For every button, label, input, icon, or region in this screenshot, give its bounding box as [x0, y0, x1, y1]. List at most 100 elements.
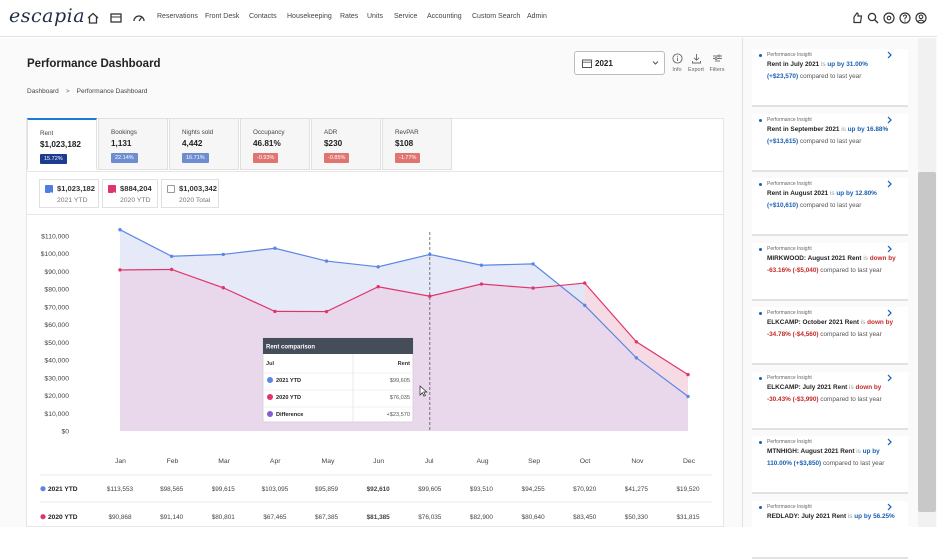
series-line-2020-ytd — [119, 268, 689, 376]
nav-item-accounting[interactable]: Accounting — [427, 13, 462, 20]
tooltip-row-dot — [267, 394, 273, 400]
tab-rent[interactable]: Rent $1,023,182 15.72% — [27, 118, 97, 170]
nav-item-units[interactable]: Units — [367, 13, 383, 20]
tab-adr[interactable]: ADR $230 -0.85% — [311, 118, 381, 170]
insight-card[interactable]: Performance Insight Rent in July 2021 is … — [752, 49, 908, 107]
nav-item-custom-search[interactable]: Custom Search — [472, 13, 521, 20]
tab-value: 46.81% — [253, 139, 281, 148]
thumbs-up-icon[interactable] — [850, 11, 864, 25]
tab-bookings[interactable]: Bookings 1,131 22.14% — [98, 118, 168, 170]
breadcrumb-current: Performance Dashboard — [76, 88, 148, 95]
breadcrumb-dashboard-link[interactable]: Dashboard — [27, 88, 59, 95]
legend-checkbox-2020[interactable] — [108, 185, 116, 197]
tooltip-row-dot — [267, 411, 273, 417]
insight-card[interactable]: Performance Insight Rent in September 202… — [752, 113, 908, 172]
insight-subject: MIRKWOOD: August 2021 Rent — [767, 254, 862, 262]
year-select[interactable]: 2021 — [574, 51, 665, 75]
data-point — [479, 263, 484, 267]
table-cell: $98,565 — [160, 486, 184, 493]
escapia-logo[interactable]: escapia — [9, 5, 86, 27]
table-cell: $19,520 — [676, 486, 700, 493]
at-sign-icon[interactable] — [882, 11, 896, 25]
chevron-right-icon[interactable] — [886, 180, 893, 188]
chevron-right-icon[interactable] — [886, 503, 893, 511]
tooltip-col-left: Jul — [266, 361, 275, 367]
nav-item-service[interactable]: Service — [394, 13, 418, 20]
nav-item-rates[interactable]: Rates — [340, 13, 359, 20]
tab-change-badge: 15.72% — [40, 154, 67, 164]
tab-revpar[interactable]: RevPAR $108 -1.77% — [382, 118, 452, 170]
y-tick-label: $30,000 — [44, 375, 69, 382]
chevron-right-icon[interactable] — [886, 374, 893, 382]
insight-connector: is — [839, 125, 848, 133]
table-cell: $67,385 — [315, 514, 339, 521]
tab-value: $230 — [324, 139, 343, 148]
year-value: 2021 — [595, 59, 613, 68]
nav-item-admin[interactable]: Admin — [527, 13, 547, 20]
insight-card[interactable]: Performance Insight Rent in August 2021 i… — [752, 178, 908, 236]
chevron-right-icon[interactable] — [886, 245, 893, 253]
legend-label: 2020 Total — [179, 197, 211, 204]
nav-item-front-desk[interactable]: Front Desk — [205, 13, 240, 20]
legend-checkbox-2020-total[interactable] — [167, 185, 175, 193]
chevron-right-icon[interactable] — [886, 116, 893, 124]
tab-occupancy[interactable]: Occupancy 46.81% -0.93% — [240, 118, 310, 170]
insight-subject: Rent in July 2021 — [767, 61, 820, 68]
tab-change-badge: -0.93% — [253, 153, 279, 163]
help-icon[interactable] — [898, 11, 912, 25]
chevron-right-icon[interactable] — [886, 51, 893, 59]
check-icon — [109, 191, 115, 197]
table-cell: $67,465 — [263, 514, 287, 521]
insight-direction: down by — [869, 254, 896, 262]
insight-line-2: -30.43% (-$3,990) compared to last year — [767, 396, 882, 403]
insight-card[interactable]: Performance Insight REDLADY: July 2021 Re… — [752, 500, 908, 559]
filters-button[interactable]: Filters — [704, 53, 730, 73]
insight-bullet — [759, 312, 762, 315]
table-row-label: 2020 YTD — [48, 514, 78, 521]
insights-scrollbar-thumb[interactable] — [918, 172, 936, 512]
insight-card[interactable]: Performance Insight ELKCAMP: July 2021 Re… — [752, 371, 908, 430]
x-tick-label: Jul — [425, 458, 434, 465]
data-point — [428, 294, 432, 298]
nav-item-housekeeping[interactable]: Housekeeping — [287, 13, 332, 20]
search-icon[interactable] — [866, 11, 880, 25]
insight-subject: ELKCAMP: July 2021 Rent — [767, 383, 848, 391]
row-color-dot — [40, 514, 46, 520]
chevron-down-icon — [652, 61, 659, 65]
insight-card[interactable]: Performance Insight MIRKWOOD: August 2021… — [752, 242, 908, 301]
legend-2021-ytd[interactable]: $1,023,182 2021 YTD — [39, 179, 99, 208]
nav-item-contacts[interactable]: Contacts — [249, 13, 277, 20]
legend-checkbox-2021[interactable] — [45, 185, 53, 197]
insight-subject: Rent in September 2021 — [767, 125, 840, 133]
nav-item-reservations[interactable]: Reservations — [157, 13, 198, 20]
breadcrumb: Dashboard > Performance Dashboard — [27, 88, 147, 95]
insight-bullet — [759, 376, 762, 380]
x-tick-label: Nov — [631, 458, 644, 465]
insight-line-1: ELKCAMP: October 2021 Rent is down by — [767, 319, 893, 326]
chevron-right-icon[interactable] — [886, 438, 893, 446]
table-cell: $31,815 — [676, 514, 700, 521]
info-button[interactable]: Info — [664, 53, 690, 73]
insight-card[interactable]: Performance Insight MTNHIGH: August 2021 … — [752, 436, 908, 494]
data-point — [583, 303, 587, 307]
tooltip-row-value: +$23,570 — [387, 412, 411, 418]
tab-nights-sold[interactable]: Nights sold 4,442 16.71% — [169, 118, 239, 170]
chevron-right-icon[interactable] — [886, 309, 893, 317]
dashboard-gauge-icon[interactable] — [132, 11, 146, 25]
tab-label: Occupancy — [253, 129, 285, 136]
insight-line-1: Rent in August 2021 is up by 12.80% — [767, 190, 877, 197]
home-icon[interactable] — [86, 11, 100, 25]
insight-direction: up by 56.25% — [854, 512, 895, 520]
legend-2020-total[interactable]: $1,003,342 2020 Total — [161, 179, 219, 208]
insight-connector: is — [847, 383, 856, 391]
tab-label: Nights sold — [182, 129, 214, 136]
export-button[interactable]: Export — [683, 53, 709, 73]
user-account-icon[interactable] — [914, 11, 928, 25]
tab-value: $1,023,182 — [40, 140, 81, 149]
insight-card[interactable]: Performance Insight ELKCAMP: October 2021… — [752, 307, 908, 365]
insight-header: Performance Insight — [767, 439, 812, 445]
legend-2020-ytd[interactable]: $884,204 2020 YTD — [102, 179, 158, 208]
calendar-grid-icon[interactable] — [109, 11, 123, 25]
table-cell: $113,553 — [107, 486, 134, 493]
tooltip-row-value: $99,605 — [390, 378, 410, 384]
